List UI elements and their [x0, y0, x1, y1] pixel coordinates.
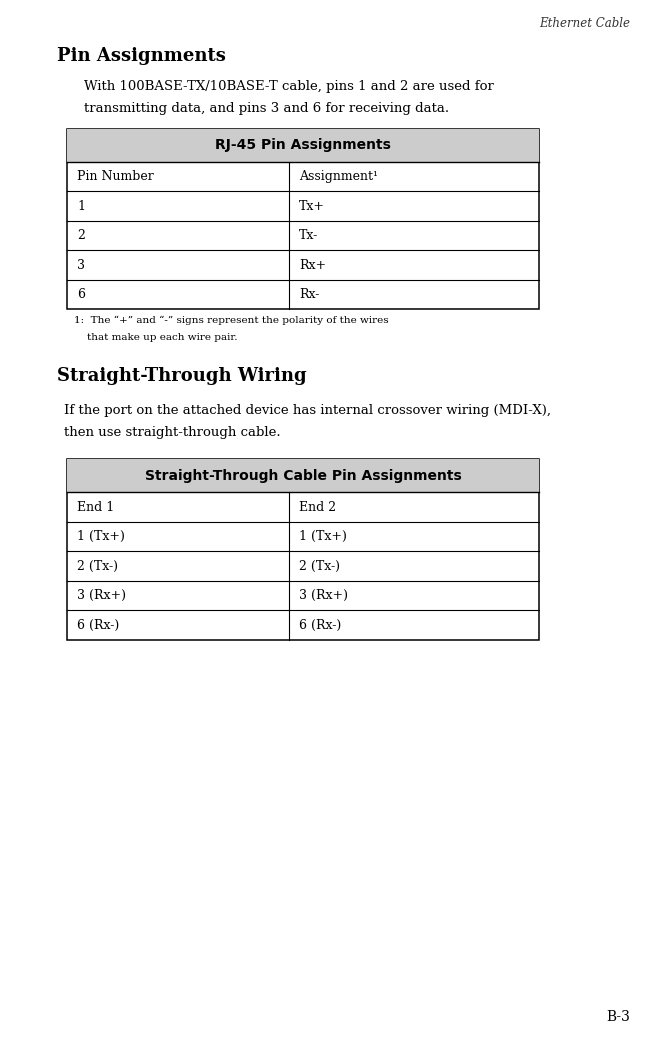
Text: 3: 3 — [77, 258, 85, 272]
Bar — [67, 129, 539, 162]
Text: End 2: End 2 — [299, 501, 336, 514]
Text: 2: 2 — [77, 229, 85, 242]
Text: RJ-45 Pin Assignments: RJ-45 Pin Assignments — [215, 139, 391, 152]
Text: 6: 6 — [77, 289, 85, 301]
Text: Tx-: Tx- — [299, 229, 318, 242]
Bar — [67, 460, 539, 493]
Text: Straight-Through Wiring: Straight-Through Wiring — [57, 368, 306, 386]
Text: Tx+: Tx+ — [299, 200, 325, 213]
Text: 2 (Tx-): 2 (Tx-) — [77, 560, 118, 573]
Bar — [67, 460, 539, 640]
Bar — [67, 129, 539, 309]
Text: 6 (Rx-): 6 (Rx-) — [77, 619, 119, 631]
Text: 1: 1 — [77, 200, 85, 213]
Text: Rx-: Rx- — [299, 289, 319, 301]
Text: Rx+: Rx+ — [299, 258, 326, 272]
Text: Straight-Through Cable Pin Assignments: Straight-Through Cable Pin Assignments — [144, 469, 461, 483]
Text: If the port on the attached device has internal crossover wiring (MDI-X),: If the port on the attached device has i… — [64, 404, 551, 418]
Text: Ethernet Cable: Ethernet Cable — [539, 17, 630, 30]
Text: Pin Assignments: Pin Assignments — [57, 47, 226, 65]
Text: 1 (Tx+): 1 (Tx+) — [77, 530, 125, 543]
Text: 2 (Tx-): 2 (Tx-) — [299, 560, 340, 573]
Text: With 100BASE-TX/10BASE-T cable, pins 1 and 2 are used for: With 100BASE-TX/10BASE-T cable, pins 1 a… — [84, 80, 494, 93]
Text: then use straight-through cable.: then use straight-through cable. — [64, 426, 281, 440]
Text: Pin Number: Pin Number — [77, 170, 154, 183]
Text: Assignment¹: Assignment¹ — [299, 170, 378, 183]
Text: 1 (Tx+): 1 (Tx+) — [299, 530, 347, 543]
Text: B-3: B-3 — [606, 1010, 630, 1024]
Text: that make up each wire pair.: that make up each wire pair. — [74, 333, 237, 342]
Text: transmitting data, and pins 3 and 6 for receiving data.: transmitting data, and pins 3 and 6 for … — [84, 102, 449, 115]
Text: 3 (Rx+): 3 (Rx+) — [299, 589, 348, 602]
Text: 1:  The “+” and “-” signs represent the polarity of the wires: 1: The “+” and “-” signs represent the p… — [74, 316, 388, 325]
Text: End 1: End 1 — [77, 501, 114, 514]
Text: 3 (Rx+): 3 (Rx+) — [77, 589, 126, 602]
Text: 6 (Rx-): 6 (Rx-) — [299, 619, 341, 631]
